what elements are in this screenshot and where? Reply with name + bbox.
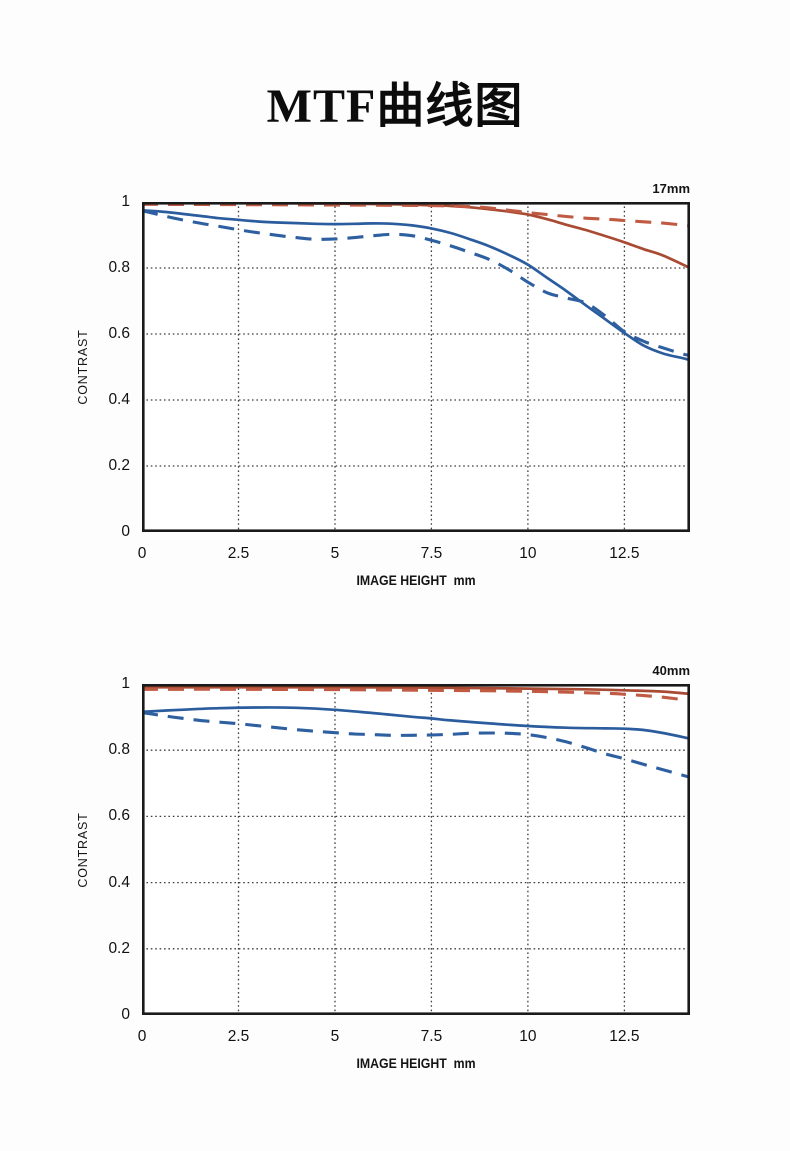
- x-tick-label: 0: [137, 545, 147, 562]
- plot-area-40mm: [142, 684, 690, 1015]
- focal-length-label: 17mm: [652, 181, 690, 196]
- series-blue-dashed: [142, 209, 690, 357]
- x-tick-label: 5: [330, 1028, 340, 1045]
- y-tick-label: 1: [121, 675, 130, 692]
- series-red-dashed: [142, 687, 690, 703]
- x-tick-label: 5: [330, 545, 340, 562]
- focal-length-label: 40mm: [652, 663, 690, 678]
- y-tick-label: 0.8: [108, 741, 130, 759]
- series-blue-dashed: [142, 710, 690, 779]
- plot-frame: [142, 202, 690, 532]
- series-blue-solid: [142, 706, 690, 740]
- x-tick-label: 10: [519, 1028, 537, 1045]
- y-tick-label: 0.2: [108, 457, 130, 474]
- y-tick-label: 0.8: [108, 259, 130, 276]
- x-tick-label: 10: [519, 545, 537, 562]
- plot-area-17mm: [142, 202, 690, 532]
- y-axis-title: CONTRAST: [76, 811, 90, 888]
- y-tick-label: 0.6: [108, 807, 130, 825]
- y-tick-label: 0.4: [108, 391, 130, 408]
- y-tick-label: 1: [121, 193, 130, 210]
- x-tick-label: 7.5: [420, 545, 443, 562]
- page-title: MTF曲线图: [266, 80, 524, 133]
- x-tick-label: 7.5: [420, 1028, 443, 1045]
- x-axis-title: IMAGE HEIGHT mm: [356, 572, 476, 588]
- x-tick-label: 12.5: [609, 545, 640, 562]
- series-red-solid: [142, 202, 690, 270]
- y-tick-label: 0: [121, 1006, 130, 1023]
- series-blue-solid: [142, 208, 690, 362]
- y-tick-label: 0: [121, 523, 130, 540]
- x-tick-label: 2.5: [227, 545, 250, 562]
- y-tick-label: 0.6: [108, 325, 130, 342]
- x-axis-title: IMAGE HEIGHT mm: [356, 1055, 476, 1071]
- series-red-dashed: [142, 202, 690, 228]
- y-tick-label: 0.2: [108, 939, 130, 957]
- series-red-solid: [142, 685, 690, 696]
- y-axis-title: CONTRAST: [76, 329, 90, 405]
- x-tick-label: 12.5: [609, 1028, 640, 1045]
- y-tick-label: 0.4: [108, 873, 130, 891]
- plot-frame: [142, 684, 690, 1015]
- x-tick-label: 2.5: [227, 1028, 250, 1045]
- x-tick-label: 0: [137, 1028, 147, 1045]
